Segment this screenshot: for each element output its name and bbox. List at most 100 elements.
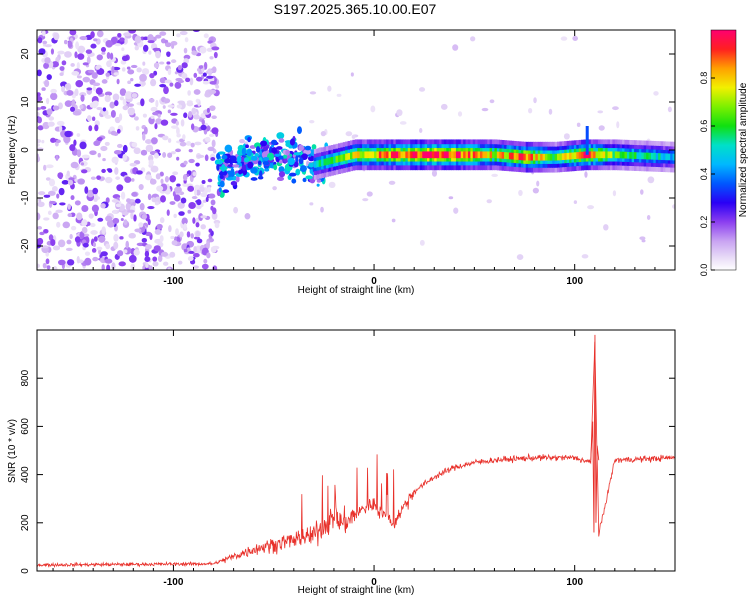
heatmap-noise-blob <box>52 212 59 220</box>
heatmap-noise-blob <box>208 193 216 199</box>
heatmap-noise-blob <box>603 224 609 231</box>
heatmap-ridge-cell <box>371 151 375 159</box>
heatmap-noise-blob <box>46 74 52 80</box>
heatmap-noise-blob <box>548 108 553 115</box>
heatmap-noise-blob <box>671 204 675 209</box>
heatmap-ridge-cell <box>561 153 565 160</box>
heatmap-noise-blob <box>144 174 152 181</box>
heatmap-noise-blob <box>57 259 66 266</box>
heatmap-noise-blob <box>145 244 152 250</box>
heatmap-ridge-cell <box>374 151 378 159</box>
heatmap-ridge-cell <box>605 151 609 159</box>
x-tick-label: 0 <box>371 276 377 287</box>
heatmap-noise-blob <box>52 266 58 270</box>
heatmap-noise-blob <box>191 107 197 115</box>
heatmap-noise-blob <box>37 212 41 221</box>
heatmap-noise-blob <box>147 40 155 44</box>
heatmap-noise-blob <box>114 100 119 107</box>
heatmap-noise-blob <box>448 196 454 200</box>
heatmap-noise-blob <box>163 98 171 104</box>
heatmap-noise-blob <box>194 141 202 146</box>
heatmap-ridge-cell <box>501 152 505 159</box>
heatmap-cluster-blob <box>288 144 293 149</box>
heatmap-noise-blob <box>64 51 72 58</box>
heatmap-noise-blob <box>573 200 578 205</box>
heatmap-noise-blob <box>142 113 147 118</box>
heatmap-ridge-cell <box>566 152 570 160</box>
heatmap-ridge-cell <box>467 151 471 159</box>
heatmap-noise-blob <box>160 178 164 185</box>
heatmap-noise-blob <box>147 218 151 226</box>
heatmap-noise-blob <box>196 199 202 206</box>
heatmap-noise-blob <box>37 139 42 144</box>
heatmap-cluster-blob <box>296 126 302 135</box>
heatmap-cluster-blob <box>304 145 312 151</box>
heatmap-cluster-blob <box>293 161 299 168</box>
y-tick-label: 0 <box>20 147 31 153</box>
heatmap-noise-blob <box>162 152 167 158</box>
heatmap-ridge-cell <box>641 152 645 160</box>
heatmap-noise-blob <box>388 180 396 185</box>
heatmap-noise-blob <box>106 60 112 68</box>
heatmap-noise-blob <box>130 64 138 69</box>
heatmap-noise-blob <box>320 130 327 137</box>
heatmap-noise-blob <box>79 141 87 150</box>
heatmap-noise-blob <box>179 30 188 36</box>
heatmap-ridge-cell <box>648 152 652 160</box>
heatmap-noise-blob <box>200 215 208 219</box>
heatmap-ridge-cell <box>424 151 428 159</box>
heatmap-ridge-cell <box>395 151 399 159</box>
heatmap-noise-blob <box>203 61 208 70</box>
heatmap-noise-blob <box>109 101 115 109</box>
heatmap-noise-blob <box>82 242 89 248</box>
heatmap-noise-blob <box>181 62 188 69</box>
heatmap-noise-blob <box>187 185 195 192</box>
heatmap-noise-blob <box>105 215 113 222</box>
heatmap-noise-blob <box>170 151 176 155</box>
colorbar-tick-label: 0.4 <box>699 168 709 181</box>
heatmap-cluster-blob <box>229 172 235 177</box>
heatmap-noise-blob <box>584 171 588 178</box>
heatmap-ridge-cell <box>643 152 647 160</box>
heatmap-noise-blob <box>153 245 161 252</box>
heatmap-noise-blob <box>209 56 214 60</box>
heatmap-noise-blob <box>200 202 204 207</box>
heatmap-ridge-cell <box>619 151 623 159</box>
heatmap-noise-blob <box>66 259 75 266</box>
heatmap-noise-blob <box>131 142 138 148</box>
heatmap-noise-blob <box>159 235 164 242</box>
heatmap-ridge-cell <box>378 151 382 159</box>
heatmap-cluster-blob <box>236 155 242 164</box>
heatmap-ridge-cell <box>362 151 366 159</box>
heatmap-noise-blob <box>113 241 119 250</box>
heatmap-noise-blob <box>96 246 103 251</box>
heatmap-noise-blob <box>76 212 83 221</box>
heatmap-ridge-cell <box>453 151 457 159</box>
heatmap-noise-blob <box>104 141 110 146</box>
heatmap-noise-blob <box>399 121 407 125</box>
heatmap-noise-blob <box>209 80 217 85</box>
heatmap-noise-blob <box>113 72 120 76</box>
heatmap-noise-blob <box>647 176 655 184</box>
heatmap-noise-blob <box>144 250 150 258</box>
heatmap-noise-blob <box>50 48 54 55</box>
heatmap-ridge-cell <box>352 151 356 159</box>
heatmap-noise-blob <box>166 209 170 216</box>
heatmap-noise-blob <box>175 148 181 153</box>
heatmap-cluster-blob <box>224 144 233 153</box>
heatmap-noise-blob <box>110 109 116 118</box>
heatmap-cluster-blob <box>299 165 307 173</box>
heatmap-noise-blob <box>641 239 646 243</box>
heatmap-noise-blob <box>174 81 182 89</box>
heatmap-ridge-cell <box>552 153 556 161</box>
heatmap-cluster-blob <box>235 175 240 183</box>
heatmap-ridge-cell <box>672 153 675 161</box>
heatmap-ridge-cell <box>431 151 435 159</box>
heatmap-noise-blob <box>123 219 128 226</box>
heatmap-ridge-cell <box>335 155 339 163</box>
x-tick-label: 100 <box>566 577 583 588</box>
heatmap-noise-blob <box>81 226 88 234</box>
heatmap-noise-blob <box>177 100 185 105</box>
heatmap-noise-blob <box>90 43 97 49</box>
heatmap-noise-blob <box>93 197 98 202</box>
